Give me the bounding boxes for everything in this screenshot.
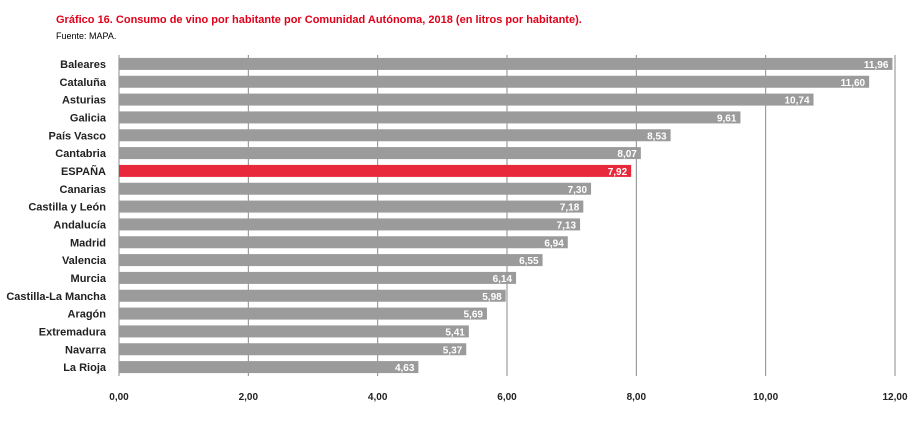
data-label: 7,13: [557, 220, 577, 231]
bar: [119, 75, 870, 88]
bar: [119, 361, 419, 374]
chart-title: Gráfico 16. Consumo de vino por habitant…: [56, 14, 582, 26]
category-label: Extremadura: [39, 326, 107, 338]
data-label: 7,92: [608, 167, 628, 178]
data-label: 6,55: [519, 256, 539, 267]
category-label: Cantabria: [55, 148, 107, 160]
data-label: 11,96: [864, 60, 889, 71]
data-label: 6,14: [493, 274, 513, 285]
data-label: 8,53: [647, 131, 667, 142]
bar: [119, 111, 741, 124]
bar: [119, 289, 506, 302]
data-label: 5,37: [443, 345, 463, 356]
bar: [119, 218, 581, 231]
x-tick-label: 6,00: [497, 392, 517, 403]
data-label: 5,41: [445, 327, 465, 338]
category-label: Andalucía: [53, 219, 106, 231]
category-label: Baleares: [60, 59, 106, 71]
bar: [119, 271, 517, 284]
bar: [119, 93, 814, 106]
data-label: 11,60: [841, 78, 866, 89]
category-label: Aragón: [68, 309, 107, 321]
category-label: ESPAÑA: [61, 165, 106, 178]
category-label: Asturias: [62, 95, 106, 107]
bar: [119, 164, 632, 177]
category-label: Castilla-La Mancha: [6, 291, 107, 303]
x-tick-label: 4,00: [368, 392, 388, 403]
bar: [119, 57, 893, 70]
bar: [119, 182, 592, 195]
category-label: Navarra: [65, 344, 107, 356]
x-tick-label: 2,00: [239, 392, 259, 403]
bar: [119, 325, 469, 338]
data-label: 6,94: [544, 238, 564, 249]
chart-source: Fuente: MAPA.: [56, 31, 117, 41]
data-label: 5,69: [463, 310, 483, 321]
bar: [119, 307, 487, 320]
data-label: 9,61: [717, 113, 737, 124]
category-label: Murcia: [71, 273, 107, 285]
x-tick-label: 10,00: [753, 392, 778, 403]
data-label: 5,98: [482, 292, 502, 303]
bar: [119, 200, 584, 213]
bar: [119, 129, 671, 142]
category-label: País Vasco: [49, 130, 107, 142]
category-label: Madrid: [70, 237, 106, 249]
data-label: 8,07: [617, 149, 637, 160]
bar: [119, 343, 467, 356]
data-label: 10,74: [784, 96, 809, 107]
category-label: Valencia: [62, 255, 107, 267]
category-label: Cataluña: [60, 77, 107, 89]
category-label: La Rioja: [63, 362, 107, 374]
bar: [119, 147, 641, 160]
x-tick-label: 8,00: [627, 392, 647, 403]
bar: [119, 236, 568, 249]
category-label: Castilla y León: [28, 202, 106, 214]
data-label: 7,30: [568, 185, 588, 196]
x-tick-label: 12,00: [882, 392, 907, 403]
data-label: 7,18: [560, 203, 580, 214]
data-label: 4,63: [395, 363, 415, 374]
bar: [119, 254, 543, 267]
x-tick-label: 0,00: [109, 392, 129, 403]
category-label: Canarias: [60, 184, 106, 196]
category-label: Galicia: [70, 112, 107, 124]
